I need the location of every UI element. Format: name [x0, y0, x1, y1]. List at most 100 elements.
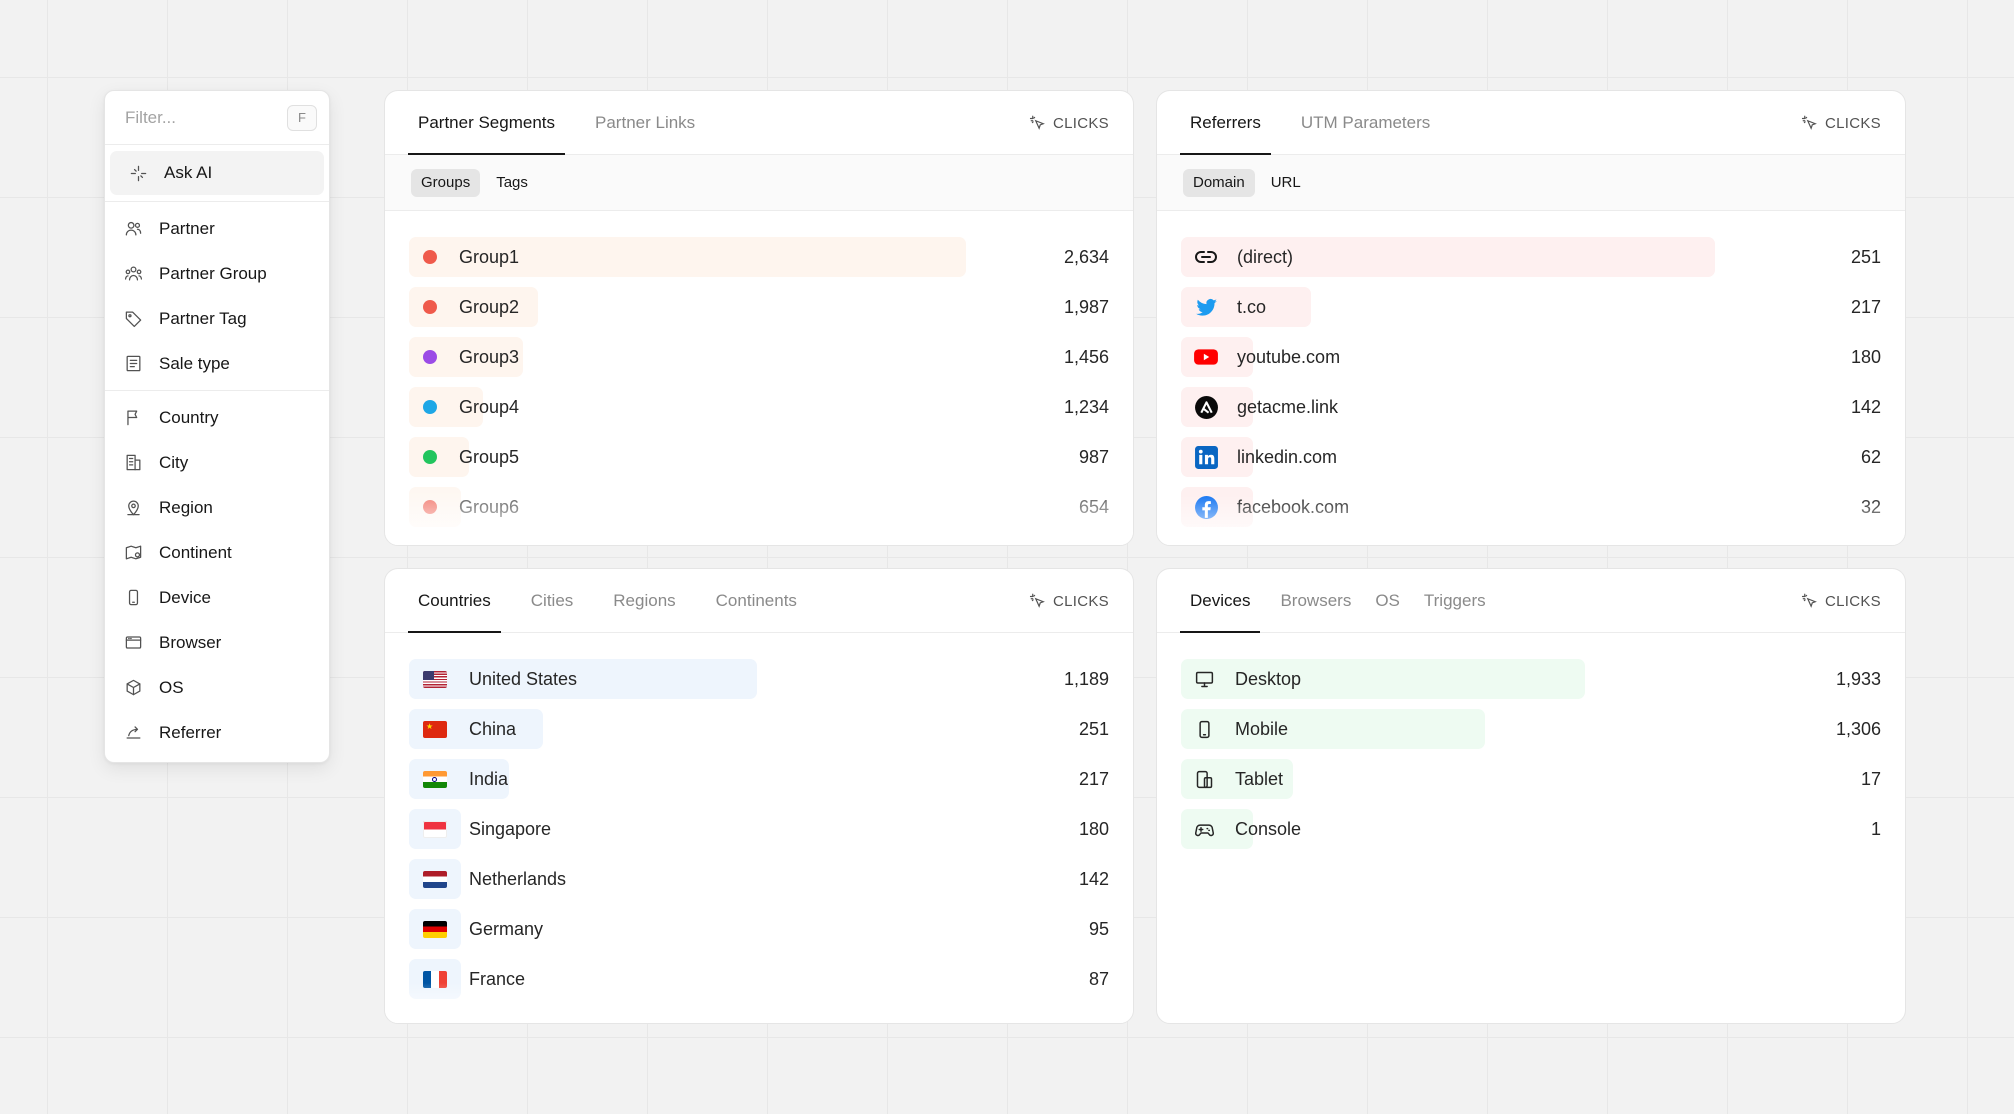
list-item[interactable]: Desktop 1,933 — [1181, 659, 1881, 699]
list-item[interactable]: (direct) 251 — [1181, 237, 1881, 277]
list-item[interactable]: facebook.com 32 — [1181, 487, 1881, 527]
tab-os[interactable]: OS — [1375, 590, 1400, 610]
de-flag — [423, 920, 447, 938]
item-label: Group1 — [459, 246, 520, 267]
locations-card: Countries Cities Regions Continents CLIC… — [384, 568, 1134, 1024]
menu-item-os[interactable]: OS — [105, 665, 329, 710]
tab-countries[interactable]: Countries — [408, 569, 501, 633]
sparkle-icon — [128, 163, 148, 183]
list-item[interactable]: Singapore 180 — [409, 809, 1109, 849]
list-item[interactable]: youtube.com 180 — [1181, 337, 1881, 377]
item-value: 987 — [1078, 446, 1109, 467]
tab-utm-parameters[interactable]: UTM Parameters — [1300, 112, 1431, 132]
tab-triggers[interactable]: Triggers — [1423, 590, 1486, 610]
list-item[interactable]: Group6 654 — [409, 487, 1109, 527]
tab-cities[interactable]: Cities — [530, 590, 574, 610]
list-item[interactable]: linkedin.com 62 — [1181, 437, 1881, 477]
tab-devices[interactable]: Devices — [1180, 569, 1261, 633]
menu-item-city[interactable]: City — [105, 440, 329, 485]
list-item[interactable]: Tablet 17 — [1181, 759, 1881, 799]
item-label: Mobile — [1235, 718, 1289, 739]
devices-card: Devices Browsers OS Triggers CLICKS Desk… — [1156, 568, 1906, 1024]
list-item[interactable]: Group1 2,634 — [409, 237, 1109, 277]
item-label: United States — [469, 668, 578, 689]
location-pin-icon — [123, 498, 143, 518]
twitter-icon — [1193, 294, 1219, 320]
filter-input[interactable] — [125, 107, 275, 128]
tab-continents[interactable]: Continents — [715, 590, 797, 610]
menu-item-partner[interactable]: Partner — [105, 206, 329, 251]
color-dot — [423, 350, 437, 364]
metric-selector[interactable]: CLICKS — [1801, 91, 1881, 155]
segment-subtabs: Groups Tags — [385, 155, 1133, 211]
list-item[interactable]: t.co 217 — [1181, 287, 1881, 327]
building-icon — [123, 453, 143, 473]
menu-item-browser[interactable]: Browser — [105, 620, 329, 665]
cursor-click-icon — [1029, 115, 1045, 130]
list-item[interactable]: Group3 1,456 — [409, 337, 1109, 377]
tab-partner-segments[interactable]: Partner Segments — [408, 91, 566, 155]
color-dot — [423, 250, 437, 264]
item-value: 217 — [1850, 296, 1881, 317]
item-value: 180 — [1850, 346, 1881, 367]
list-item[interactable]: getacme.link 142 — [1181, 387, 1881, 427]
item-value: 17 — [1860, 768, 1881, 789]
card-header: Countries Cities Regions Continents CLIC… — [385, 569, 1133, 633]
cursor-click-icon — [1029, 593, 1045, 608]
subtab-url[interactable]: URL — [1270, 174, 1301, 191]
menu-item-country[interactable]: Country — [105, 395, 329, 440]
list-item[interactable]: Group4 1,234 — [409, 387, 1109, 427]
item-value: 180 — [1078, 818, 1109, 839]
list-item[interactable]: Group5 987 — [409, 437, 1109, 477]
color-dot — [423, 450, 437, 464]
item-value: 142 — [1850, 396, 1881, 417]
cursor-click-icon — [1801, 593, 1817, 608]
subtab-tags[interactable]: Tags — [496, 174, 528, 191]
ask-ai-item[interactable]: Ask AI — [110, 151, 324, 195]
item-value: 1,234 — [1063, 396, 1109, 417]
list-item[interactable]: United States 1,189 — [409, 659, 1109, 699]
link-icon — [1193, 244, 1219, 270]
list-item[interactable]: France 87 — [409, 959, 1109, 999]
menu-item-region[interactable]: Region — [105, 485, 329, 530]
subtab-groups[interactable]: Groups — [411, 168, 481, 197]
mobile-icon — [123, 588, 143, 608]
item-label: India — [469, 768, 509, 789]
list-item[interactable]: India 217 — [409, 759, 1109, 799]
list-item[interactable]: Mobile 1,306 — [1181, 709, 1881, 749]
menu-item-referrer[interactable]: Referrer — [105, 710, 329, 755]
tab-referrers[interactable]: Referrers — [1180, 91, 1271, 155]
item-value: 217 — [1078, 768, 1109, 789]
item-label: Netherlands — [469, 868, 567, 889]
filter-shortcut-key: F — [287, 104, 317, 131]
list-item[interactable]: Console 1 — [1181, 809, 1881, 849]
metric-selector[interactable]: CLICKS — [1029, 91, 1109, 155]
menu-item-label: Country — [159, 407, 219, 427]
menu-item-continent[interactable]: Continent — [105, 530, 329, 575]
menu-item-partner-group[interactable]: Partner Group — [105, 251, 329, 296]
in-flag — [423, 770, 447, 788]
menu-item-sale-type[interactable]: Sale type — [105, 341, 329, 386]
metric-selector[interactable]: CLICKS — [1801, 569, 1881, 633]
item-label: (direct) — [1237, 246, 1294, 267]
menu-item-device[interactable]: Device — [105, 575, 329, 620]
item-value: 251 — [1078, 718, 1109, 739]
list-item[interactable]: Germany 95 — [409, 909, 1109, 949]
tab-browsers[interactable]: Browsers — [1280, 590, 1352, 610]
subtab-domain[interactable]: Domain — [1183, 168, 1255, 197]
tab-partner-links[interactable]: Partner Links — [595, 112, 696, 132]
menu-item-label: City — [159, 452, 189, 472]
list-item[interactable]: ★ China 251 — [409, 709, 1109, 749]
menu-item-partner-tag[interactable]: Partner Tag — [105, 296, 329, 341]
item-value: 32 — [1860, 496, 1881, 517]
referrers-list: (direct) 251 t.co 217 youtube.com 180 — [1157, 211, 1905, 527]
tab-regions[interactable]: Regions — [613, 590, 676, 610]
list-item[interactable]: Netherlands 142 — [409, 859, 1109, 899]
menu-item-label: Referrer — [159, 722, 222, 742]
item-label: Console — [1235, 818, 1302, 839]
card-header: Partner Segments Partner Links CLICKS — [385, 91, 1133, 155]
item-value: 1 — [1870, 818, 1881, 839]
list-item[interactable]: Group2 1,987 — [409, 287, 1109, 327]
metric-selector[interactable]: CLICKS — [1029, 569, 1109, 633]
item-label: Singapore — [469, 818, 552, 839]
